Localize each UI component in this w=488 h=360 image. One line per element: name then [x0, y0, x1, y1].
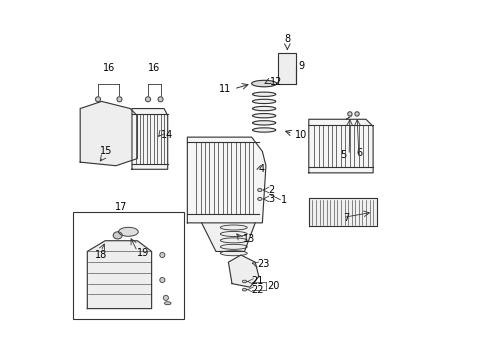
Circle shape — [354, 112, 358, 116]
Ellipse shape — [252, 128, 275, 132]
Text: 15: 15 — [100, 147, 113, 157]
Ellipse shape — [257, 198, 262, 201]
Text: 23: 23 — [257, 259, 269, 269]
Circle shape — [163, 296, 168, 300]
Bar — [278, 53, 296, 84]
Text: 1: 1 — [281, 195, 286, 204]
Text: 3: 3 — [268, 194, 274, 204]
Ellipse shape — [118, 227, 138, 236]
Circle shape — [160, 252, 164, 257]
Circle shape — [347, 112, 351, 116]
Ellipse shape — [220, 238, 246, 243]
Bar — [278, 53, 296, 84]
Text: 12: 12 — [270, 77, 282, 87]
Polygon shape — [228, 255, 258, 287]
Circle shape — [95, 97, 101, 102]
Text: 19: 19 — [137, 248, 149, 258]
Polygon shape — [87, 241, 151, 309]
Ellipse shape — [252, 99, 275, 104]
Text: 7: 7 — [342, 212, 348, 222]
Ellipse shape — [252, 107, 275, 111]
Text: 16: 16 — [102, 63, 115, 73]
Text: 10: 10 — [294, 130, 306, 140]
Text: 20: 20 — [266, 281, 279, 291]
Ellipse shape — [242, 280, 246, 283]
Ellipse shape — [220, 244, 246, 249]
Ellipse shape — [164, 302, 171, 305]
Text: 4: 4 — [258, 164, 264, 174]
Ellipse shape — [252, 121, 275, 125]
Text: 16: 16 — [148, 63, 160, 73]
Ellipse shape — [113, 232, 122, 239]
Text: 5: 5 — [339, 150, 346, 160]
Polygon shape — [187, 137, 265, 223]
Text: 13: 13 — [242, 234, 254, 244]
Circle shape — [160, 278, 164, 283]
Text: 21: 21 — [250, 276, 263, 287]
Circle shape — [145, 97, 150, 102]
Polygon shape — [201, 223, 255, 251]
Text: 11: 11 — [218, 84, 230, 94]
Text: 14: 14 — [160, 130, 172, 140]
Bar — [73, 212, 183, 319]
Polygon shape — [132, 109, 167, 169]
Ellipse shape — [220, 231, 246, 237]
Text: 2: 2 — [268, 185, 274, 195]
Text: 18: 18 — [95, 250, 107, 260]
Polygon shape — [80, 102, 137, 166]
Ellipse shape — [257, 189, 262, 192]
Polygon shape — [308, 119, 372, 173]
Ellipse shape — [252, 92, 275, 96]
Circle shape — [158, 97, 163, 102]
Text: 6: 6 — [356, 148, 362, 158]
Text: 9: 9 — [298, 61, 304, 71]
Text: 8: 8 — [284, 33, 290, 44]
Ellipse shape — [242, 288, 246, 291]
Text: 22: 22 — [250, 285, 263, 295]
Polygon shape — [308, 198, 376, 226]
Ellipse shape — [251, 80, 276, 87]
Circle shape — [117, 97, 122, 102]
Ellipse shape — [220, 251, 246, 256]
Ellipse shape — [252, 113, 275, 118]
Text: 17: 17 — [115, 202, 127, 212]
Ellipse shape — [220, 225, 246, 230]
